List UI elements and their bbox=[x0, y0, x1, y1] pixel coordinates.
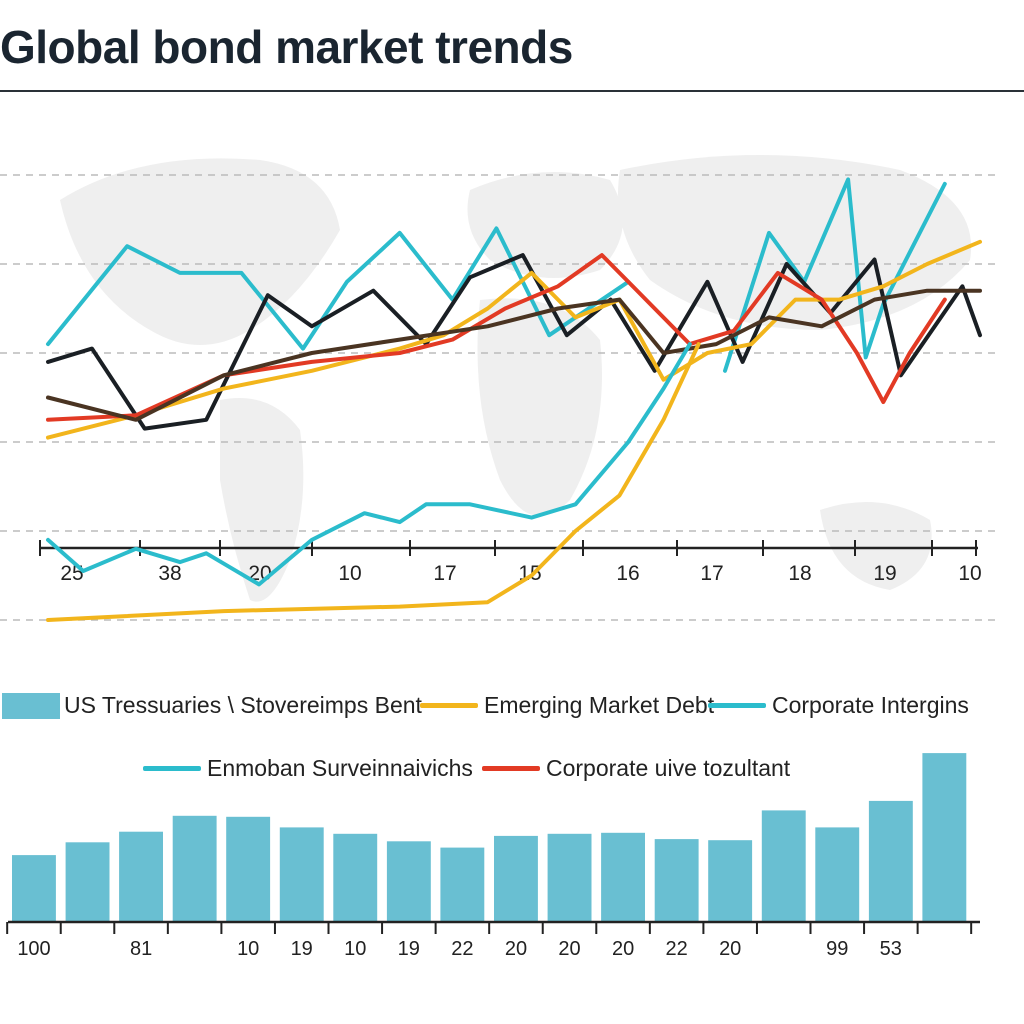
series-line bbox=[46, 342, 701, 622]
bar bbox=[547, 833, 592, 922]
legend-label: Corporate Intergins bbox=[772, 692, 969, 718]
bar bbox=[601, 832, 645, 923]
bar-tick-label: 81 bbox=[130, 938, 152, 960]
bar bbox=[386, 841, 431, 923]
x-tick-label: 19 bbox=[873, 562, 896, 585]
legend-item-corporate-uive: Corporate uive tozultant bbox=[482, 755, 790, 782]
legend-label: US Tressuaries \ Stovereimps Bent bbox=[64, 692, 422, 718]
bar-tick-label: 20 bbox=[558, 938, 580, 960]
legend-item-corporate-intergins: Corporate Intergins bbox=[708, 692, 969, 719]
bar-tick-label: 20 bbox=[612, 938, 634, 960]
legend-swatch-line bbox=[143, 766, 201, 771]
x-tick-label: 17 bbox=[700, 562, 723, 585]
series-line bbox=[46, 342, 692, 587]
bar bbox=[279, 827, 324, 922]
bar-tick-label: 100 bbox=[17, 938, 50, 960]
bar-tick-label: 53 bbox=[880, 938, 902, 960]
bar-tick-label: 10 bbox=[344, 938, 366, 960]
map-landmass bbox=[220, 398, 304, 602]
map-landmass bbox=[477, 298, 602, 516]
bar bbox=[868, 800, 913, 922]
bar-tick-label: 22 bbox=[451, 938, 473, 960]
bar bbox=[761, 810, 806, 922]
bar bbox=[333, 833, 378, 922]
legend-label: Emerging Market Debt bbox=[484, 692, 715, 718]
bar bbox=[65, 842, 110, 922]
chart-title: Global bond market trends bbox=[0, 21, 573, 73]
x-tick-label: 25 bbox=[60, 562, 83, 585]
map-landmass bbox=[618, 155, 972, 330]
bar-tick-label: 19 bbox=[291, 938, 313, 960]
x-tick-label: 16 bbox=[616, 562, 639, 585]
bar bbox=[708, 840, 753, 922]
legend-swatch-line bbox=[482, 766, 540, 771]
bar bbox=[12, 855, 56, 922]
series-line bbox=[46, 253, 982, 431]
bar-tick-label: 19 bbox=[398, 938, 420, 960]
bar-tick-label: 22 bbox=[665, 938, 687, 960]
bar bbox=[494, 835, 538, 922]
legend-swatch-line bbox=[420, 703, 478, 708]
bar bbox=[922, 753, 967, 922]
bar bbox=[172, 815, 217, 923]
legend-item-emerging-market-debt: Emerging Market Debt bbox=[420, 692, 714, 719]
series-line bbox=[46, 288, 982, 422]
series-line bbox=[46, 253, 947, 422]
legend-label: Corporate uive tozultant bbox=[546, 755, 791, 781]
bar-chart: 100 81 10 19 10 19 22 20 20 20 22 20 99 53 bbox=[6, 753, 980, 960]
bar bbox=[440, 847, 485, 922]
series-line bbox=[46, 239, 982, 440]
bar bbox=[226, 816, 271, 922]
bar-tick-label: 99 bbox=[826, 938, 848, 960]
bar bbox=[654, 839, 699, 922]
world-map-background bbox=[60, 155, 972, 602]
legend-item-us-treasuries: US Tressuaries \ Stovereimps Bent bbox=[2, 692, 422, 719]
x-tick-label: 38 bbox=[158, 562, 181, 585]
map-landmass bbox=[467, 172, 623, 278]
legend-swatch-line bbox=[708, 703, 766, 708]
x-tick-label: 10 bbox=[958, 562, 981, 585]
bar bbox=[119, 831, 163, 922]
map-landmass bbox=[820, 502, 932, 590]
x-tick-label: 17 bbox=[433, 562, 456, 585]
bar-tick-label: 20 bbox=[719, 938, 741, 960]
series-lines bbox=[46, 177, 982, 622]
legend-swatch-box bbox=[2, 692, 60, 719]
legend-item-enmoban: Enmoban Surveinnaivichs bbox=[143, 755, 473, 782]
x-tick-label: 18 bbox=[788, 562, 811, 585]
bar-tick-label: 10 bbox=[237, 938, 259, 960]
bar-tick-label: 20 bbox=[505, 938, 527, 960]
series-line bbox=[46, 226, 631, 351]
bar bbox=[815, 827, 860, 922]
title-divider bbox=[0, 90, 1024, 92]
x-axis: 25 38 20 10 17 15 16 17 18 19 10 bbox=[39, 540, 982, 585]
x-tick-label: 10 bbox=[338, 562, 361, 585]
legend-label: Enmoban Surveinnaivichs bbox=[207, 755, 473, 781]
